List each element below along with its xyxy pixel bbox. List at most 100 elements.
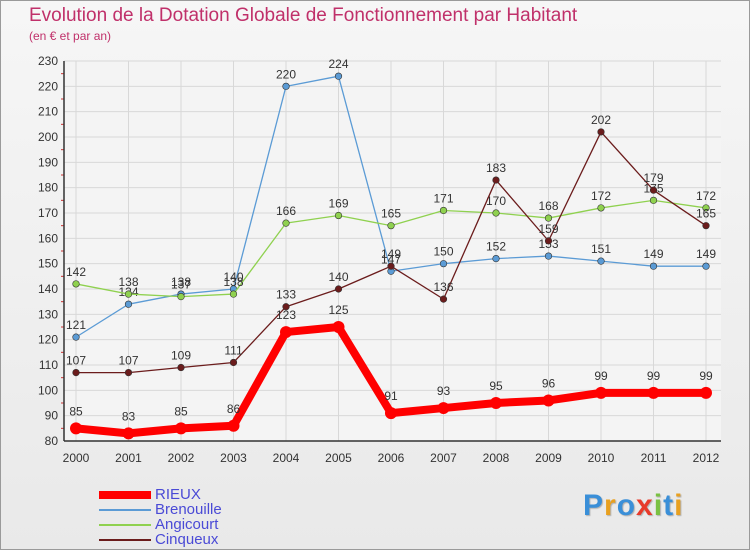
data-point-angicourt: [72, 280, 80, 288]
data-label-brenouille: 224: [328, 57, 348, 71]
y-tick-label: 160: [38, 231, 58, 245]
x-tick-label: 2004: [273, 451, 300, 465]
data-point-cinqueux: [282, 303, 290, 311]
data-point-brenouille: [124, 300, 133, 308]
proxiti-logo: Proxiti: [583, 489, 683, 523]
data-point-brenouille: [334, 72, 343, 80]
data-point-cinqueux: [439, 295, 448, 303]
data-label-cinqueux: 111: [224, 343, 243, 357]
data-point-brenouille: [544, 252, 553, 260]
data-label-brenouille: 140: [223, 270, 243, 284]
legend-label: Cinqueux: [155, 531, 219, 548]
legend-item-angicourt: Angicourt: [99, 517, 222, 532]
data-label-rieux: 96: [542, 376, 556, 390]
data-point-rieux: [122, 427, 135, 440]
data-label-brenouille: 121: [66, 318, 86, 332]
data-point-brenouille: [72, 333, 80, 341]
logo-letter: r: [604, 489, 617, 522]
data-label-angicourt: 165: [381, 207, 401, 221]
legend-swatch: [99, 490, 151, 499]
data-label-cinqueux: 107: [66, 354, 86, 368]
data-label-rieux: 125: [328, 303, 348, 317]
y-tick-label: 130: [38, 307, 58, 321]
data-label-angicourt: 172: [696, 189, 716, 203]
data-label-angicourt: 172: [591, 189, 611, 203]
x-tick-label: 2003: [220, 451, 247, 465]
data-point-cinqueux: [334, 285, 343, 293]
data-label-angicourt: 170: [486, 194, 506, 208]
data-label-rieux: 86: [227, 402, 241, 416]
data-point-cinqueux: [544, 237, 553, 245]
x-tick-label: 2010: [588, 451, 615, 465]
x-tick-label: 2012: [693, 451, 720, 465]
data-point-rieux: [332, 321, 345, 333]
data-label-cinqueux: 159: [538, 222, 558, 236]
y-tick-label: 100: [38, 383, 58, 397]
data-label-cinqueux: 133: [276, 288, 296, 302]
data-point-cinqueux: [702, 222, 710, 230]
x-tick-label: 2011: [641, 451, 667, 465]
data-point-brenouille: [439, 260, 448, 268]
data-label-angicourt: 168: [538, 199, 558, 213]
legend-label: RIEUX: [155, 486, 201, 503]
data-label-rieux: 99: [647, 369, 661, 383]
data-label-rieux: 123: [276, 308, 296, 322]
legend-item-cinqueux: Cinqueux: [99, 532, 222, 547]
x-tick-label: 2009: [535, 451, 562, 465]
data-label-rieux: 99: [594, 369, 608, 383]
data-point-brenouille: [492, 255, 500, 263]
data-label-rieux: 93: [437, 384, 451, 398]
data-point-brenouille: [702, 262, 710, 270]
data-point-rieux: [490, 397, 502, 409]
legend-item-rieux: RIEUX: [99, 487, 222, 502]
data-point-angicourt: [387, 222, 395, 230]
logo-letter: x: [636, 489, 654, 522]
data-label-brenouille: 151: [591, 242, 611, 256]
data-label-cinqueux: 136: [433, 280, 453, 294]
data-label-cinqueux: 202: [591, 113, 611, 127]
data-point-rieux: [70, 422, 82, 435]
y-tick-label: 210: [38, 105, 58, 119]
x-tick-label: 2008: [483, 451, 510, 465]
y-tick-label: 90: [45, 409, 59, 423]
data-point-cinqueux: [492, 176, 500, 184]
data-point-angicourt: [649, 196, 658, 204]
data-point-angicourt: [702, 204, 710, 212]
data-label-rieux: 95: [489, 379, 503, 393]
data-point-rieux: [700, 386, 712, 399]
data-label-brenouille: 149: [696, 247, 716, 261]
data-label-brenouille: 149: [643, 247, 663, 261]
logo-letter: i: [653, 489, 664, 522]
data-point-cinqueux: [72, 369, 80, 377]
data-point-angicourt: [229, 290, 238, 298]
data-point-rieux: [385, 407, 397, 420]
x-tick-label: 2001: [115, 451, 142, 465]
y-tick-label: 110: [39, 358, 58, 372]
legend-swatch: [99, 538, 151, 541]
data-label-rieux: 83: [122, 409, 136, 423]
logo-letter: i: [674, 489, 684, 522]
data-label-angicourt: 138: [118, 275, 138, 289]
y-tick-label: 80: [45, 434, 59, 448]
data-point-angicourt: [439, 206, 448, 215]
legend-label: Angicourt: [155, 516, 219, 533]
data-label-brenouille: 220: [276, 67, 296, 81]
data-point-angicourt: [492, 209, 500, 217]
y-tick-label: 190: [38, 155, 58, 169]
logo-letter: o: [616, 489, 637, 522]
data-label-rieux: 91: [384, 389, 398, 403]
data-point-brenouille: [597, 257, 605, 265]
data-point-cinqueux: [649, 186, 658, 194]
y-tick-label: 150: [38, 257, 58, 271]
data-label-brenouille: 138: [171, 275, 191, 289]
data-point-rieux: [437, 402, 450, 415]
data-label-cinqueux: 183: [486, 161, 506, 175]
data-point-rieux: [280, 326, 292, 339]
data-label-brenouille: 147: [381, 252, 401, 266]
data-label-rieux: 85: [69, 404, 83, 418]
y-tick-label: 200: [38, 130, 58, 144]
data-label-brenouille: 152: [486, 240, 506, 254]
data-point-rieux: [227, 419, 240, 432]
